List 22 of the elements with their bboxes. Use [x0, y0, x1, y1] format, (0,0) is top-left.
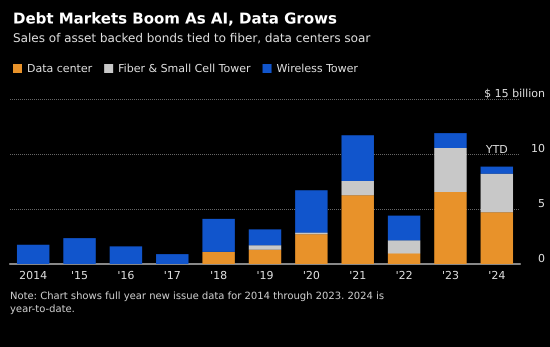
y-tick-label: $ 15 billion [484, 87, 546, 100]
x-tick-label: '17 [164, 269, 181, 282]
x-tick-label: '21 [349, 269, 366, 282]
chart-subtitle: Sales of asset backed bonds tied to fiber, data centers soar [13, 31, 370, 45]
y-tick-label: 0 [538, 252, 545, 265]
y-tick-label: 5 [538, 197, 545, 210]
x-tick-label: '22 [396, 269, 413, 282]
chart-title: Debt Markets Boom As AI, Data Grows [13, 10, 337, 28]
legend-label: Wireless Tower [276, 62, 358, 75]
x-tick-label: '19 [256, 269, 274, 282]
text: Note: Chart shows full year new issue data for 2014 through 2023. 2024 is year-to-date. [10, 291, 388, 315]
x-tick-label: '16 [117, 269, 134, 282]
x-tick-label: '24 [488, 269, 506, 282]
x-tick-label: '20 [302, 269, 320, 282]
y-tick-label: 10 [531, 142, 545, 155]
x-tick-label: '18 [210, 269, 228, 282]
legend-label: Fiber & Small Cell Tower [118, 62, 252, 75]
legend-label: Data center [27, 62, 93, 75]
x-tick-label: '23 [442, 269, 459, 282]
x-tick-label: 2014 [19, 269, 48, 282]
x-tick-label: '15 [71, 269, 88, 282]
annotation: YTD [484, 142, 508, 156]
